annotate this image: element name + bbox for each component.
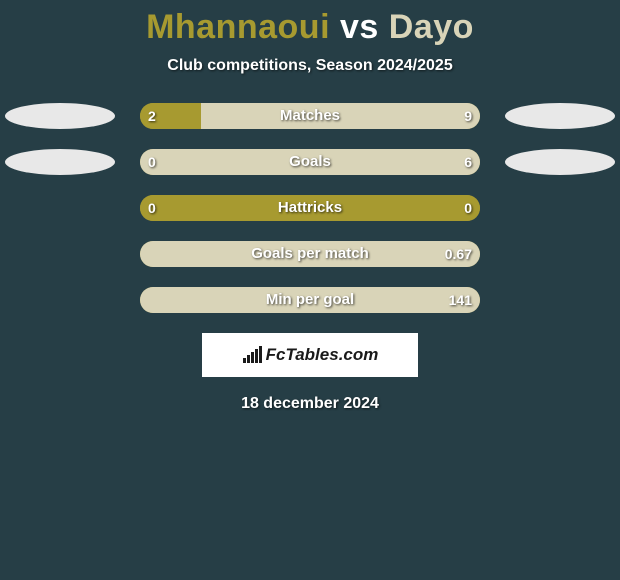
stats-container: 29Matches06Goals00Hattricks0.67Goals per… xyxy=(0,103,620,313)
page-title: Mhannaoui vs Dayo xyxy=(0,0,620,47)
team-badge-left xyxy=(5,149,115,175)
stat-value-left: 0 xyxy=(148,149,156,175)
stat-row: 06Goals xyxy=(0,149,620,175)
stat-value-right: 0.67 xyxy=(445,241,472,267)
stat-value-right: 141 xyxy=(449,287,472,313)
team-badge-right xyxy=(505,103,615,129)
stat-bar-right xyxy=(140,287,480,313)
stat-bar-track xyxy=(140,103,480,129)
title-vs: vs xyxy=(330,8,389,46)
bars-icon xyxy=(242,346,264,364)
stat-value-left: 2 xyxy=(148,103,156,129)
team-badge-right xyxy=(505,149,615,175)
logo-text: FcTables.com xyxy=(242,345,379,365)
source-logo[interactable]: FcTables.com xyxy=(202,333,418,377)
stat-bar-right xyxy=(201,103,480,129)
player-right-name: Dayo xyxy=(389,8,474,46)
date-line: 18 december 2024 xyxy=(0,395,620,413)
team-badge-left xyxy=(5,103,115,129)
stat-bar-track xyxy=(140,287,480,313)
stat-bar-track xyxy=(140,241,480,267)
logo-label: FcTables.com xyxy=(266,345,379,365)
subtitle: Club competitions, Season 2024/2025 xyxy=(0,57,620,75)
stat-value-left: 0 xyxy=(148,195,156,221)
stat-row: 29Matches xyxy=(0,103,620,129)
comparison-card: Mhannaoui vs Dayo Club competitions, Sea… xyxy=(0,0,620,413)
player-left-name: Mhannaoui xyxy=(146,8,330,46)
stat-row: 0.67Goals per match xyxy=(0,241,620,267)
stat-row: 141Min per goal xyxy=(0,287,620,313)
stat-bar-left xyxy=(140,195,480,221)
stat-value-right: 6 xyxy=(464,149,472,175)
stat-value-right: 9 xyxy=(464,103,472,129)
stat-bar-track xyxy=(140,195,480,221)
stat-bar-right xyxy=(140,149,480,175)
stat-row: 00Hattricks xyxy=(0,195,620,221)
stat-value-right: 0 xyxy=(464,195,472,221)
stat-bar-track xyxy=(140,149,480,175)
stat-bar-right xyxy=(140,241,480,267)
